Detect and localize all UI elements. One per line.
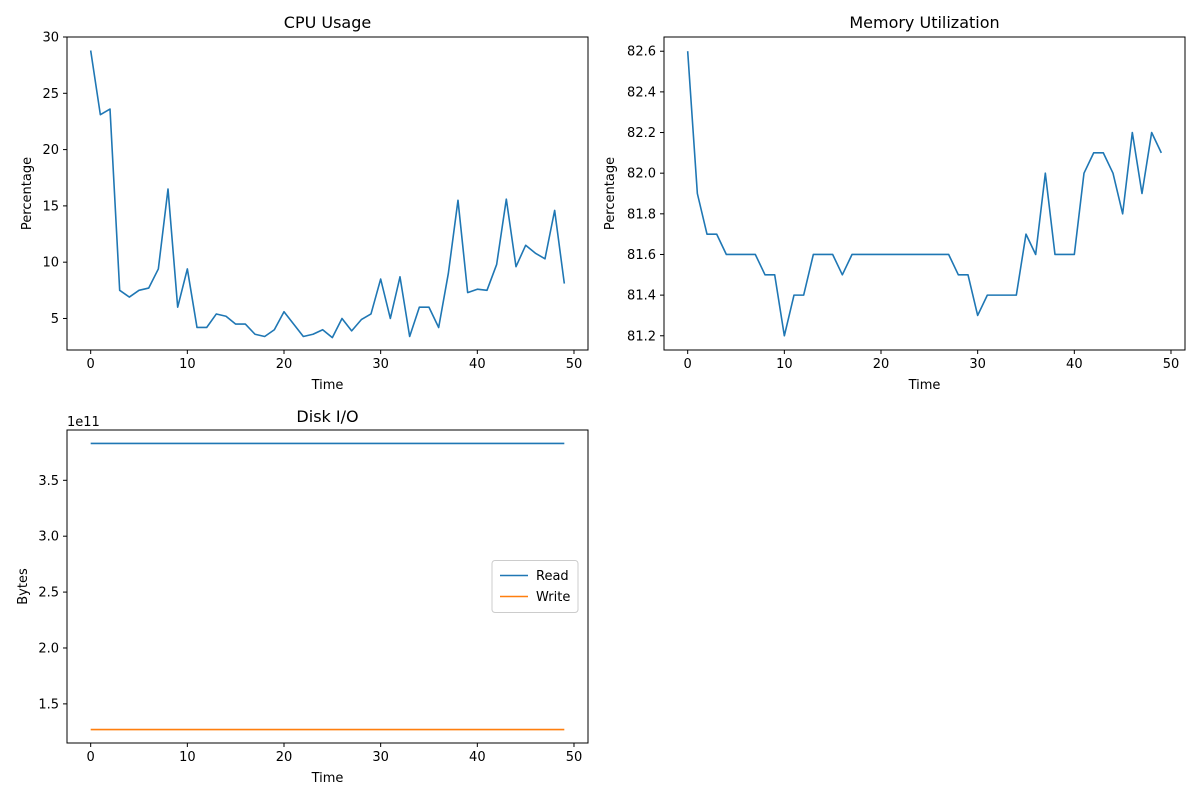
memory-ytick-label: 81.6 bbox=[627, 248, 656, 263]
cpu-ytick-label: 15 bbox=[42, 199, 59, 214]
legend-label-read: Read bbox=[536, 569, 569, 584]
memory-xtick-label: 20 bbox=[873, 357, 890, 372]
memory-xtick-label: 10 bbox=[776, 357, 793, 372]
disk-plot-frame bbox=[66, 429, 589, 744]
disk-ytick-label: 1.5 bbox=[38, 697, 59, 712]
memory-xtick-label: 40 bbox=[1066, 357, 1083, 372]
cpu-xtick-label: 10 bbox=[179, 357, 196, 372]
disk-io-panel: Disk I/O 1e11 Time Bytes 0 10 20 30 40 50 1.5 2… bbox=[16, 407, 589, 786]
cpu-usage-title: CPU Usage bbox=[284, 13, 371, 32]
disk-ytick-label: 3.5 bbox=[38, 474, 59, 489]
disk-xlabel: Time bbox=[311, 771, 344, 786]
cpu-ytick-label: 5 bbox=[51, 312, 59, 327]
disk-legend: Read Write bbox=[491, 560, 579, 613]
memory-ytick-label: 81.8 bbox=[627, 207, 656, 222]
cpu-xtick-label: 40 bbox=[469, 357, 486, 372]
cpu-xtick-label: 30 bbox=[372, 357, 389, 372]
disk-io-title: Disk I/O bbox=[296, 407, 358, 426]
cpu-xtick-label: 0 bbox=[87, 357, 95, 372]
cpu-xlabel: Time bbox=[311, 378, 344, 393]
cpu-ytick-label: 30 bbox=[42, 31, 59, 46]
memory-ylabel: Percentage bbox=[603, 157, 618, 230]
cpu-ylabel: Percentage bbox=[20, 157, 35, 230]
memory-xtick-label: 0 bbox=[684, 357, 692, 372]
cpu-ytick-label: 20 bbox=[42, 143, 59, 158]
cpu-xtick-label: 50 bbox=[566, 357, 583, 372]
cpu-xtick-label: 20 bbox=[276, 357, 293, 372]
memory-ytick-label: 82.2 bbox=[627, 126, 656, 141]
cpu-plot-frame bbox=[66, 36, 589, 351]
memory-utilization-title: Memory Utilization bbox=[849, 13, 999, 32]
memory-ytick-label: 81.4 bbox=[627, 289, 656, 304]
disk-ylabel: Bytes bbox=[16, 568, 31, 605]
memory-ytick-label: 82.6 bbox=[627, 45, 656, 60]
memory-plot-frame bbox=[663, 36, 1186, 351]
memory-ytick-label: 81.2 bbox=[627, 329, 656, 344]
disk-xtick-label: 20 bbox=[276, 750, 293, 765]
disk-xtick-label: 50 bbox=[566, 750, 583, 765]
cpu-usage-panel: CPU Usage Time Percentage 0 10 20 30 40 50 5 10… bbox=[20, 13, 589, 393]
cpu-ytick-label: 25 bbox=[42, 87, 59, 102]
disk-xtick-label: 0 bbox=[87, 750, 95, 765]
legend-label-write: Write bbox=[536, 590, 570, 605]
memory-xlabel: Time bbox=[908, 378, 941, 393]
disk-ytick-label: 3.0 bbox=[38, 530, 59, 545]
memory-utilization-panel: Memory Utilization Time Percentage 0 10 20… bbox=[603, 13, 1186, 393]
memory-ytick-label: 82.4 bbox=[627, 85, 656, 100]
disk-io-offset-text: 1e11 bbox=[67, 415, 100, 430]
cpu-ytick-label: 10 bbox=[42, 256, 59, 271]
disk-ytick-label: 2.0 bbox=[38, 641, 59, 656]
disk-ytick-label: 2.5 bbox=[38, 586, 59, 601]
memory-xtick-label: 30 bbox=[969, 357, 986, 372]
disk-legend-box bbox=[491, 560, 579, 613]
memory-xtick-label: 50 bbox=[1163, 357, 1180, 372]
disk-xtick-label: 30 bbox=[372, 750, 389, 765]
disk-xtick-label: 10 bbox=[179, 750, 196, 765]
memory-series-0-line bbox=[686, 51, 1163, 337]
disk-xtick-label: 40 bbox=[469, 750, 486, 765]
cpu-series-0-line bbox=[89, 50, 566, 339]
memory-ytick-label: 82.0 bbox=[627, 167, 656, 182]
